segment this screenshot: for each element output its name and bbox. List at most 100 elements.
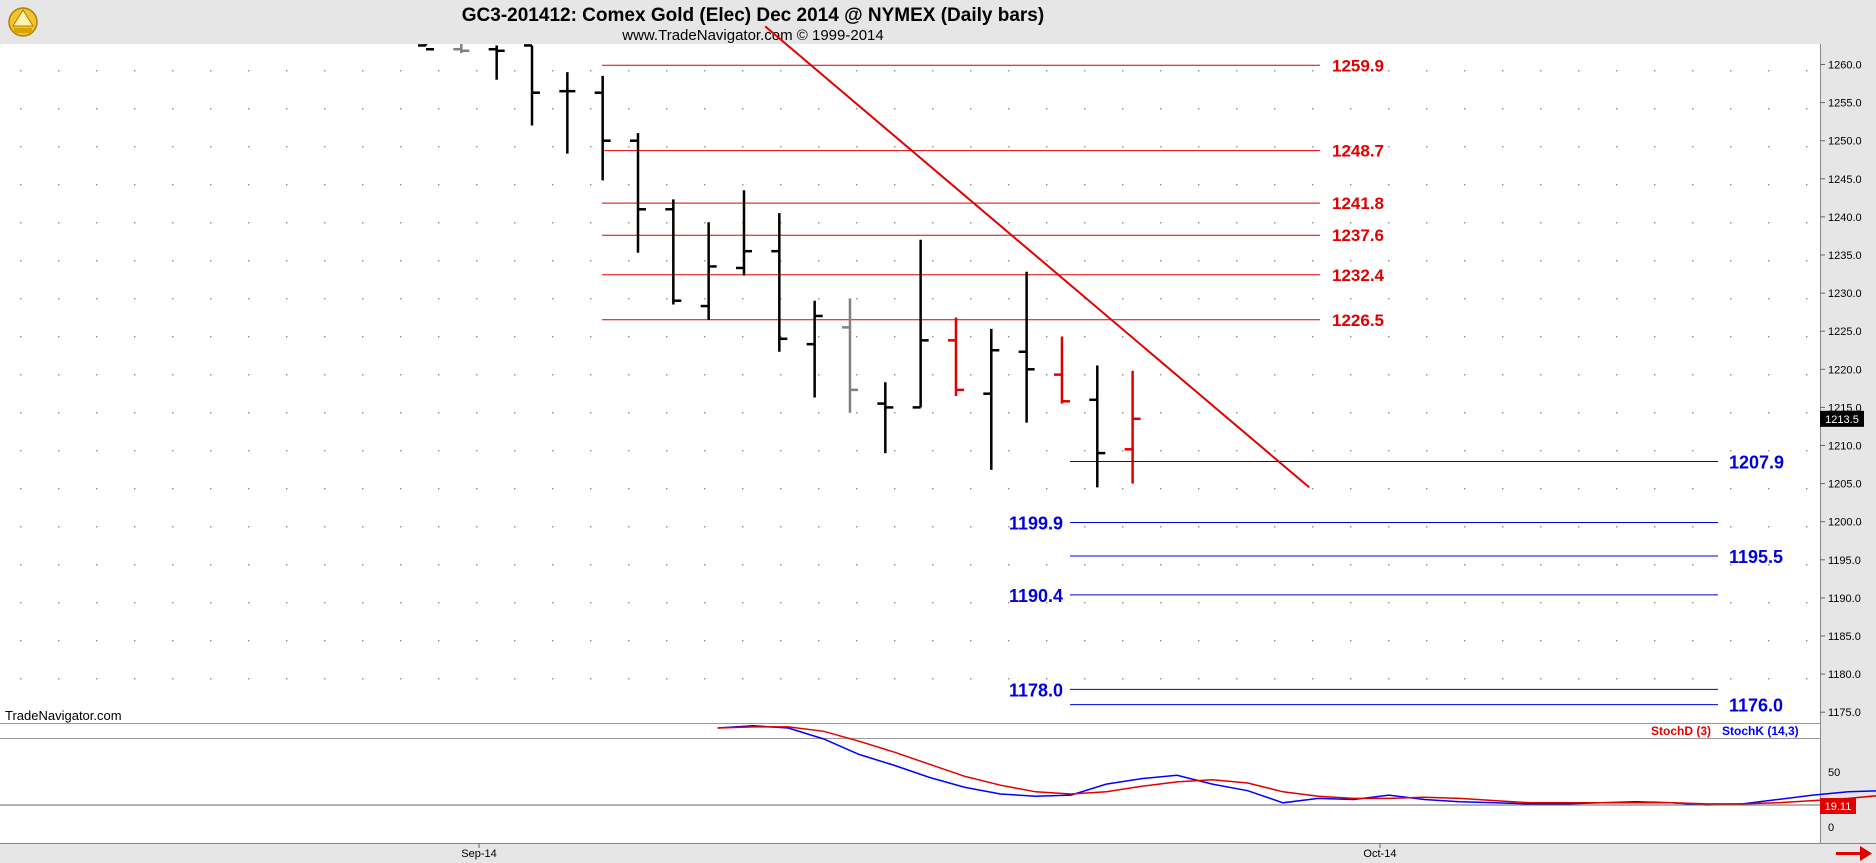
grid-dot	[552, 108, 554, 110]
grid-dot	[1654, 564, 1656, 566]
grid-dot	[932, 374, 934, 376]
grid-dot	[1730, 450, 1732, 452]
grid-dot	[400, 260, 402, 262]
grid-dot	[780, 336, 782, 338]
oscillator-tick-label: 0	[1828, 822, 1834, 834]
grid-dot	[932, 222, 934, 224]
trade-navigator-logo-icon[interactable]	[8, 7, 38, 37]
grid-dot	[324, 298, 326, 300]
grid-dot	[1350, 450, 1352, 452]
grid-dot	[96, 336, 98, 338]
grid-dot	[932, 526, 934, 528]
ohlc-bar	[983, 328, 1000, 470]
grid-dot	[1198, 298, 1200, 300]
grid-dot	[1046, 184, 1048, 186]
grid-dot	[780, 108, 782, 110]
grid-dot	[1160, 336, 1162, 338]
grid-dot	[552, 412, 554, 414]
grid-dot	[362, 602, 364, 604]
grid-dot	[248, 260, 250, 262]
grid-dot	[1122, 260, 1124, 262]
grid-dot	[1768, 602, 1770, 604]
grid-dot	[590, 108, 592, 110]
grid-dot	[590, 564, 592, 566]
grid-dot	[58, 488, 60, 490]
grid-dot	[1540, 260, 1542, 262]
grid-dot	[1388, 184, 1390, 186]
grid-dot	[476, 412, 478, 414]
grid-dot	[1046, 640, 1048, 642]
grid-dot	[362, 640, 364, 642]
grid-dot	[1274, 260, 1276, 262]
grid-dot	[286, 146, 288, 148]
grid-dot	[1768, 184, 1770, 186]
price-tick-label: 1200.0	[1828, 517, 1862, 529]
grid-dot	[1464, 108, 1466, 110]
grid-dot	[742, 184, 744, 186]
grid-dot	[1236, 336, 1238, 338]
grid-dot	[1312, 602, 1314, 604]
grid-dot	[438, 260, 440, 262]
grid-dot	[134, 678, 136, 680]
grid-dot	[970, 374, 972, 376]
grid-dot	[248, 564, 250, 566]
resistance-label: 1259.9	[1332, 56, 1384, 75]
grid-dot	[514, 70, 516, 72]
grid-dot	[666, 222, 668, 224]
grid-dot	[628, 412, 630, 414]
grid-dot	[1046, 260, 1048, 262]
grid-dot	[400, 108, 402, 110]
grid-dot	[58, 222, 60, 224]
grid-dot	[1274, 222, 1276, 224]
grid-dot	[438, 678, 440, 680]
grid-dot	[1122, 526, 1124, 528]
grid-dot	[1806, 526, 1808, 528]
grid-dot	[362, 336, 364, 338]
grid-dot	[666, 602, 668, 604]
grid-dot	[1692, 260, 1694, 262]
grid-dot	[1084, 564, 1086, 566]
grid-dot	[666, 564, 668, 566]
grid-dot	[1426, 374, 1428, 376]
grid-dot	[324, 450, 326, 452]
grid-dot	[438, 374, 440, 376]
grid-dot	[20, 298, 22, 300]
grid-dot	[666, 108, 668, 110]
grid-dot	[628, 222, 630, 224]
scroll-right-arrow-icon[interactable]	[1836, 846, 1872, 861]
grid-dot	[476, 640, 478, 642]
grid-dot	[1616, 678, 1618, 680]
grid-dot	[1426, 184, 1428, 186]
grid-dot	[970, 108, 972, 110]
grid-dot	[286, 488, 288, 490]
grid-dot	[970, 336, 972, 338]
grid-dot	[172, 184, 174, 186]
grid-dot	[1502, 146, 1504, 148]
grid-dot	[134, 488, 136, 490]
grid-dot	[1654, 678, 1656, 680]
grid-dot	[1046, 146, 1048, 148]
grid-dot	[1692, 108, 1694, 110]
grid-dot	[1008, 70, 1010, 72]
grid-dot	[172, 526, 174, 528]
grid-dot	[932, 70, 934, 72]
grid-dot	[58, 450, 60, 452]
grid-dot	[1768, 526, 1770, 528]
grid-dot	[58, 146, 60, 148]
grid-dot	[1806, 564, 1808, 566]
grid-dot	[1274, 70, 1276, 72]
grid-dot	[134, 146, 136, 148]
grid-dot	[400, 526, 402, 528]
grid-dot	[20, 146, 22, 148]
grid-dot	[248, 108, 250, 110]
grid-dot	[1198, 488, 1200, 490]
ohlc-bar	[806, 300, 823, 398]
grid-dot	[970, 602, 972, 604]
grid-dot	[1160, 640, 1162, 642]
grid-dot	[134, 640, 136, 642]
ohlc-bar	[1124, 370, 1141, 484]
grid-dot	[210, 640, 212, 642]
grid-dot	[20, 412, 22, 414]
last-price-marker	[1820, 410, 1864, 427]
grid-dot	[1654, 184, 1656, 186]
